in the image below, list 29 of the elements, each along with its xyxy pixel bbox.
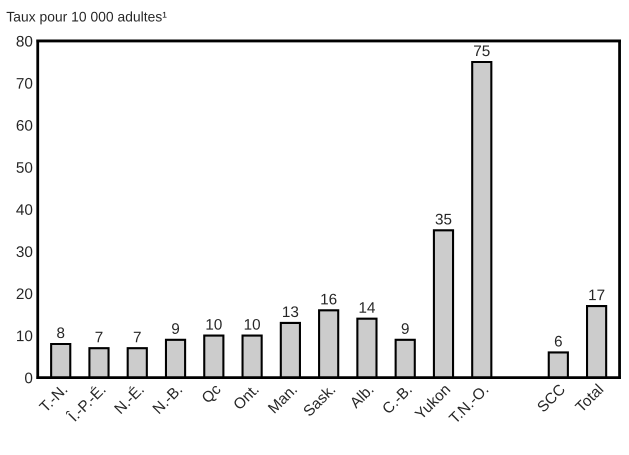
y-axis-title: Taux pour 10 000 adultes¹	[6, 11, 167, 24]
y-tick-label: 40	[16, 204, 32, 215]
y-tick-label: 0	[24, 372, 32, 384]
data-label: 10	[244, 318, 260, 330]
data-label: 75	[474, 46, 490, 56]
data-label: 6	[554, 336, 562, 347]
x-tick-label: Ont.	[232, 384, 260, 410]
data-label: 16	[321, 294, 336, 305]
y-tick-label: 80	[16, 36, 32, 47]
y-tick-label: 20	[16, 288, 32, 300]
data-label: 8	[57, 327, 64, 338]
data-label: 35	[436, 214, 452, 225]
y-tick-label: 70	[16, 78, 32, 89]
data-label: 7	[96, 332, 102, 342]
y-tick-label: 10	[17, 330, 32, 342]
data-label: 9	[172, 323, 180, 334]
data-label: 17	[589, 290, 604, 300]
x-tick-label: Alb.	[348, 383, 374, 410]
data-label: 14	[360, 302, 375, 313]
x-tick-label: Qc	[200, 383, 224, 406]
data-label: 9	[402, 323, 409, 334]
x-tick-label: Man.	[268, 384, 298, 414]
data-label: 13	[283, 306, 298, 318]
data-label: 7	[134, 332, 141, 342]
y-tick-label: 50	[16, 162, 32, 173]
x-tick-label: C.-B.	[381, 384, 412, 415]
y-tick-label: 60	[16, 120, 32, 131]
data-label: 10	[206, 318, 222, 330]
y-tick-label: 30	[16, 246, 32, 258]
